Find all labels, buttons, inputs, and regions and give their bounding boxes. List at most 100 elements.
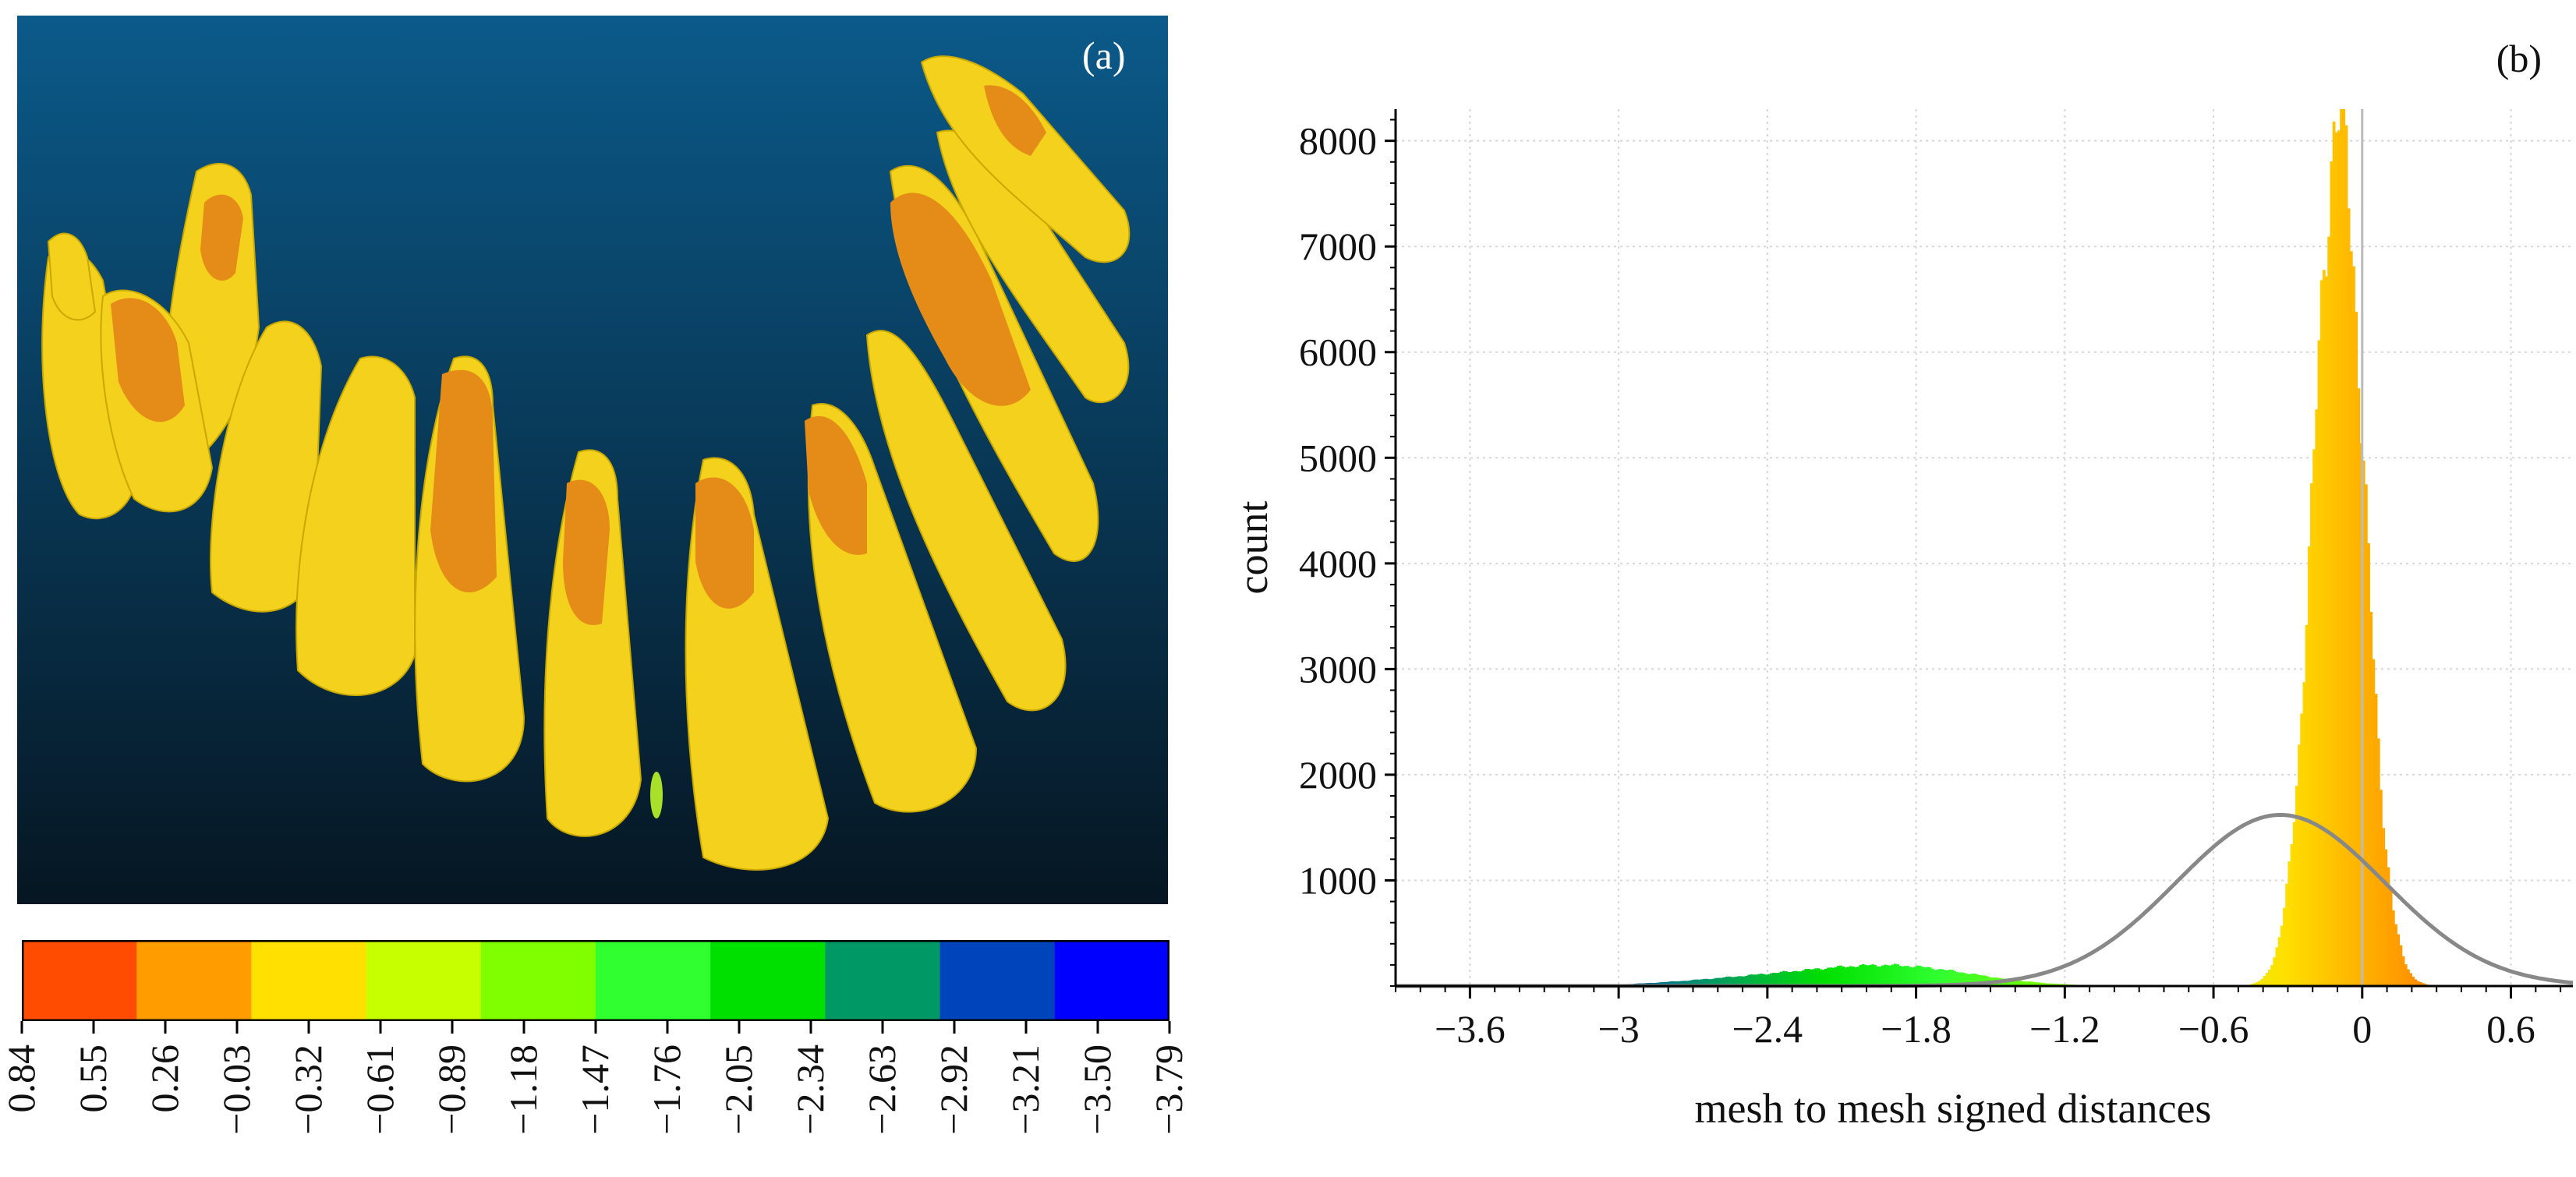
histogram-bar — [2414, 979, 2418, 986]
histogram-bar — [1802, 970, 1806, 986]
histogram-bar — [1725, 976, 1729, 986]
histogram-bar — [2042, 983, 2046, 986]
histogram-bar — [2265, 973, 2269, 986]
histogram-bar — [1901, 966, 1905, 986]
histogram-bar — [1690, 980, 1694, 986]
colorbar-tick-label: 0.55 — [71, 1044, 115, 1113]
histogram-bar — [2305, 624, 2309, 986]
x-tick-label: 0 — [2352, 1007, 2372, 1051]
x-axis-label: mesh to mesh signed distances — [1695, 1085, 2212, 1132]
histogram-bar — [2044, 983, 2048, 986]
histogram-bar — [1722, 977, 1726, 986]
histogram-bar — [1743, 976, 1746, 986]
histogram-bar — [1785, 971, 1788, 986]
histogram-bar — [1827, 967, 1830, 986]
histogram-bar — [1975, 974, 1979, 986]
histogram-bar — [1839, 965, 1842, 986]
histogram-bar — [2389, 889, 2393, 986]
histogram-bar — [1821, 970, 1825, 986]
histogram-bar — [1928, 967, 1932, 986]
histogram-bar — [1787, 972, 1791, 986]
histogram-bar — [2332, 122, 2336, 986]
x-tick-label: −1.2 — [2029, 1007, 2100, 1051]
histogram-bar — [1871, 964, 1875, 986]
histogram-bar — [1675, 981, 1679, 986]
colorbar-tick-label: −3.21 — [1003, 1044, 1047, 1135]
colorbar-tick-label: −2.05 — [717, 1044, 760, 1135]
histogram-bar — [1923, 967, 1927, 986]
histogram-bar — [2295, 785, 2298, 986]
green-spot — [650, 772, 663, 818]
histogram-bar — [1767, 974, 1771, 986]
x-tick-label: −0.6 — [2178, 1007, 2249, 1051]
histogram-bar — [1962, 973, 1966, 986]
histogram-bar — [2362, 460, 2365, 986]
y-tick-label: 4000 — [1299, 542, 1377, 585]
histogram-bar — [2419, 982, 2422, 986]
histogram-bar — [1893, 963, 1897, 986]
tooth-center-1-patch — [430, 369, 497, 592]
colorbar-swatch-4 — [480, 940, 596, 1021]
histogram-bar — [1750, 974, 1753, 986]
y-tick-label: 3000 — [1299, 647, 1377, 691]
histogram-bar — [2025, 981, 2029, 986]
histogram-bar — [2394, 924, 2397, 986]
histogram-bars — [1554, 109, 2437, 987]
histogram-bar — [1920, 967, 1924, 986]
tooth-right-1 — [865, 330, 1067, 712]
histogram-bar — [1804, 969, 1808, 986]
histogram-bar — [1878, 967, 1882, 986]
colorbar-swatch-3 — [366, 940, 482, 1021]
colorbar-swatch-8 — [939, 940, 1056, 1021]
histogram-bar — [1700, 979, 1704, 986]
histogram-bar — [2384, 849, 2388, 986]
histogram-bar — [1909, 967, 1912, 986]
histogram-bar — [2404, 964, 2408, 986]
histogram-bar — [1861, 963, 1865, 986]
histogram-bar — [1930, 968, 1934, 986]
histogram-bar — [2407, 969, 2410, 986]
tooth-center-3-patch — [695, 477, 754, 609]
histogram-bar — [1854, 967, 1857, 986]
colorbar-tick-label: −0.61 — [358, 1044, 402, 1135]
colorbar-tick-label: −1.18 — [501, 1044, 545, 1135]
histogram-bar — [2355, 311, 2358, 987]
histogram-bar — [1955, 972, 1959, 986]
histogram-bar — [1849, 966, 1852, 986]
colorbar-swatch-6 — [710, 940, 826, 1021]
tooth-center-4-patch — [805, 415, 867, 555]
histogram-bar — [2374, 694, 2378, 986]
tooth-right-2-patch — [890, 193, 1031, 406]
histogram-bar — [1824, 968, 1828, 986]
histogram-bar — [2349, 251, 2353, 986]
tooth-right-4-patch — [984, 85, 1046, 156]
colorbar-tick-label: −0.89 — [430, 1044, 473, 1135]
histogram-bar — [2369, 611, 2373, 986]
histogram-bar — [2017, 981, 2021, 986]
histogram-bar — [1764, 974, 1768, 986]
histogram-bar — [1705, 978, 1709, 986]
histogram-bar — [1966, 974, 1969, 986]
histogram-bar — [1792, 970, 1796, 986]
histogram-bar — [2020, 981, 2023, 986]
histogram-bar — [1732, 977, 1736, 986]
histogram-bar — [1958, 972, 1962, 986]
histogram-bar — [1888, 965, 1892, 986]
colorbar-tick-label: −0.03 — [214, 1044, 258, 1135]
histogram-bar — [1812, 969, 1815, 986]
histogram-bar — [2347, 208, 2351, 986]
histogram-bar — [2411, 976, 2415, 986]
histogram-bar — [1896, 964, 1899, 986]
histogram-bar — [1747, 974, 1751, 986]
histogram-bar — [1693, 979, 1697, 986]
x-tick-label: −3 — [1598, 1007, 1640, 1051]
colorbar-tick-label: 0.26 — [143, 1044, 186, 1113]
histogram-bar — [2277, 937, 2281, 986]
histogram-bar — [1881, 965, 1884, 986]
colorbar-tick-label: 0.84 — [0, 1044, 43, 1113]
histogram-bar — [1941, 969, 1944, 986]
colorbar-swatch-2 — [251, 940, 367, 1021]
colorbar-tick-label: −3.50 — [1075, 1044, 1119, 1135]
teeth-mesh — [41, 55, 1131, 871]
histogram-bar — [1911, 967, 1914, 986]
